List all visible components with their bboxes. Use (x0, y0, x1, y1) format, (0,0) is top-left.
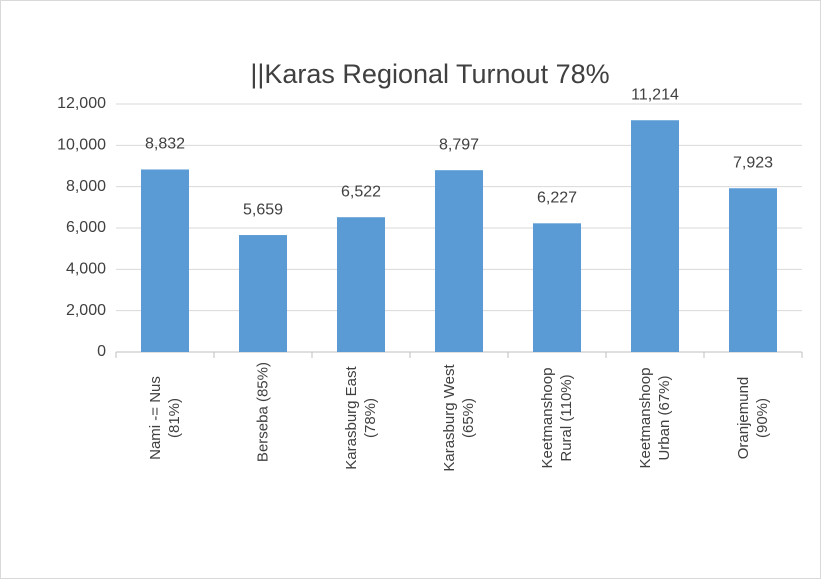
bar (532, 223, 582, 352)
x-tick-label: Oranjemund (90%) (735, 376, 771, 460)
data-label: 7,923 (733, 154, 773, 171)
data-label: 6,227 (537, 190, 577, 207)
bar (140, 169, 190, 352)
x-tick-label: Keetmanshoop Rural (110%) (539, 367, 575, 469)
bar (238, 235, 288, 352)
chart-title: ||Karas Regional Turnout 78% (250, 59, 609, 89)
data-label: 8,832 (145, 136, 185, 153)
bar (336, 217, 386, 352)
bar (630, 120, 680, 352)
y-tick-label: 12,000 (57, 95, 106, 112)
x-tick-label: Nami -= Nus (81%) (147, 376, 183, 460)
x-tick-label: Keetmanshoop Urban (67%) (637, 367, 673, 469)
y-tick-label: 8,000 (66, 178, 106, 195)
data-label: 5,659 (243, 201, 283, 218)
x-tick-label: Karasburg East (78%) (343, 366, 379, 470)
y-tick-label: 6,000 (66, 219, 106, 236)
data-label: 11,214 (631, 86, 679, 103)
data-label: 6,522 (341, 183, 381, 200)
data-label: 8,797 (439, 136, 479, 153)
bar (434, 170, 484, 352)
y-tick-label: 10,000 (57, 137, 106, 154)
y-tick-label: 0 (97, 343, 106, 360)
y-tick-label: 4,000 (66, 261, 106, 278)
y-tick-label: 2,000 (66, 302, 106, 319)
bar (728, 188, 778, 352)
x-tick-label: Karasburg West (65%) (441, 364, 477, 472)
x-tick-label: Berseba (85%) (254, 362, 272, 463)
